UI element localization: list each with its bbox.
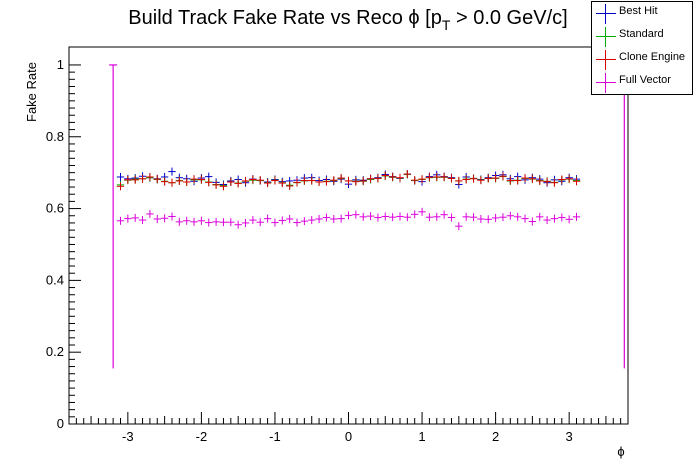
y-tick-label: 0.8	[46, 129, 64, 144]
legend-item-best-hit: Best Hit	[592, 2, 692, 25]
x-tick-label: -1	[269, 429, 281, 444]
legend-marker-vline	[605, 50, 606, 70]
legend-marker-vline	[605, 4, 606, 24]
legend-marker-clone-engine	[596, 50, 616, 70]
legend-marker-hline	[596, 13, 616, 14]
legend-item-full-vector: Full Vector	[592, 71, 692, 94]
x-tick-label: -3	[122, 429, 134, 444]
x-tick-label: 0	[345, 429, 352, 444]
x-tick-label: -2	[196, 429, 208, 444]
legend-item-clone-engine: Clone Engine	[592, 48, 692, 71]
x-tick-label: 1	[418, 429, 425, 444]
legend-marker-full-vector	[596, 73, 616, 93]
legend-marker-standard	[596, 27, 616, 47]
plot-area: 0 0.2 0.4 0.6 0.8 1 -3 -2 -1 0 1 2 3	[46, 46, 629, 444]
x-tick-label: 3	[566, 429, 573, 444]
y-axis-label: Fake Rate	[24, 62, 39, 122]
legend-marker-hline	[596, 59, 616, 60]
legend-label: Best Hit	[619, 5, 658, 17]
y-tick-label: 0.2	[46, 344, 64, 359]
y-tick-label: 1	[57, 57, 64, 72]
x-axis-label: ϕ	[617, 444, 624, 459]
legend-item-standard: Standard	[592, 25, 692, 48]
plot-frame	[68, 46, 629, 425]
y-tick-label: 0.4	[46, 272, 64, 287]
legend: Best Hit Standard Clone Engine Full Vect…	[591, 1, 693, 95]
legend-label: Standard	[619, 28, 664, 40]
legend-marker-best-hit	[596, 4, 616, 24]
chart-title: Build Track Fake Rate vs Reco ϕ [pT > 0.…	[128, 7, 567, 33]
legend-marker-vline	[605, 73, 606, 93]
legend-marker-hline	[596, 36, 616, 37]
legend-label: Full Vector	[619, 74, 671, 86]
x-tick-label: 2	[492, 429, 499, 444]
y-tick-label: 0	[57, 416, 64, 431]
legend-label: Clone Engine	[619, 51, 686, 63]
legend-marker-vline	[605, 27, 606, 47]
y-tick-label: 0.6	[46, 201, 64, 216]
legend-marker-hline	[596, 82, 616, 83]
